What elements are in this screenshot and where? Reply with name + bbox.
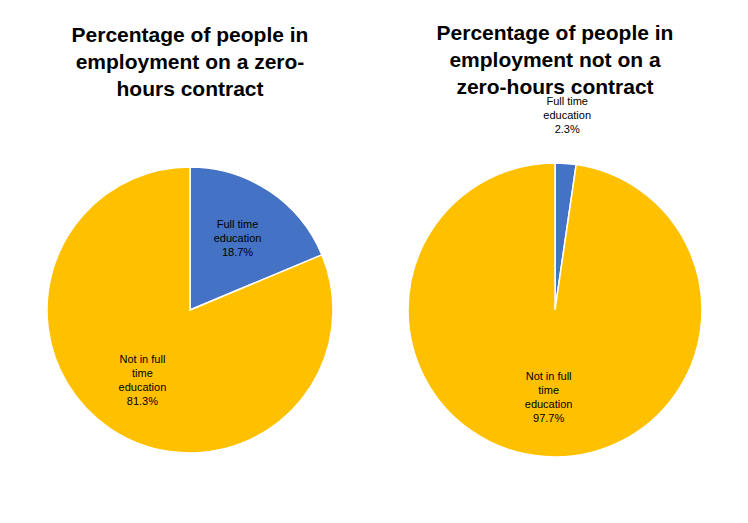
pie-chart: Percentage of people in employment not on… [408, 21, 702, 457]
slice-value: 81.3% [127, 395, 158, 407]
text-line: time [132, 367, 153, 379]
slices [408, 163, 702, 457]
slice-category: Not in full time education [525, 370, 573, 410]
data-label: Full time education 2.3% [543, 95, 591, 135]
text-line: time [538, 384, 559, 396]
data-labels: Full time education 18.7% Not in full time ed… [119, 218, 262, 408]
slices [47, 167, 333, 453]
slice-category: Not in full time education [119, 353, 167, 393]
text-line: employment on a zero- [76, 50, 305, 73]
text-line: Not in full [120, 353, 166, 365]
slice-value: 18.7% [222, 246, 253, 258]
text-line: Not in full [526, 370, 572, 382]
text-line: Percentage of people in [72, 23, 309, 46]
text-line: education [525, 398, 573, 410]
slice-value: 97.7% [533, 412, 564, 424]
text-line: education [119, 381, 167, 393]
text-line: education [543, 109, 591, 121]
pie-slice [408, 163, 702, 457]
slice-category: Full time education [543, 95, 591, 121]
slice-category: Full time education [214, 218, 262, 244]
chart-title: Percentage of people in employment on a z… [72, 23, 309, 100]
data-labels: Full time education 2.3% Not in full time edu… [525, 95, 591, 424]
text-line: Full time [546, 95, 588, 107]
text-line: hours contract [116, 77, 263, 100]
data-label: Not in full time education 81.3% [119, 353, 167, 407]
slice-value: 2.3% [555, 123, 580, 135]
chart-canvas: Percentage of people in employment on a z… [0, 0, 748, 523]
text-line: Full time [217, 218, 259, 230]
text-line: employment not on a [449, 48, 661, 71]
pie-slice [47, 167, 333, 453]
text-line: education [214, 232, 262, 244]
pie-chart: Percentage of people in employment on a z… [47, 23, 333, 453]
data-label: Not in full time education 97.7% [525, 370, 573, 424]
chart-title: Percentage of people in employment not on… [437, 21, 674, 98]
text-line: Percentage of people in [437, 21, 674, 44]
data-label: Full time education 18.7% [214, 218, 262, 258]
